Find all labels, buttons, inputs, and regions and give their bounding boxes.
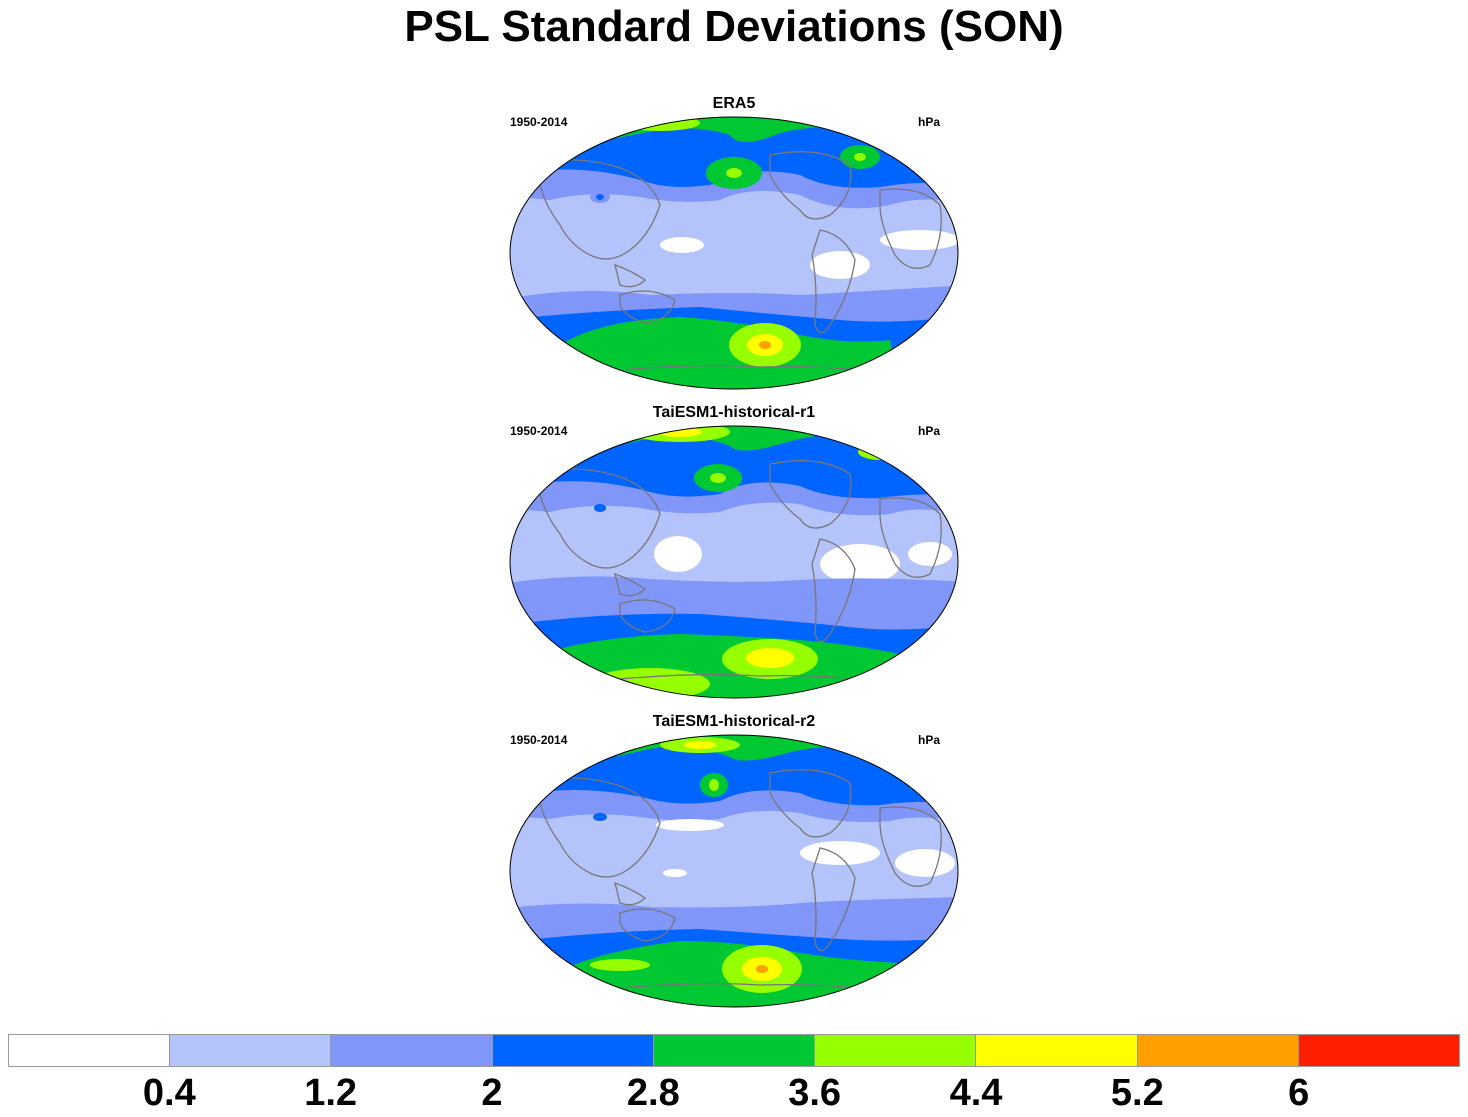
colorbar-box <box>653 1035 816 1066</box>
map-panel-r2: TaiESM1-historical-r2 1950-2014 hPa <box>500 713 968 1013</box>
colorbar-tick-label: 1.2 <box>304 1072 358 1114</box>
panel-period: 1950-2014 <box>510 733 568 747</box>
map-panel-era5: ERA5 1950-2014 hPa <box>500 95 968 395</box>
figure-title: PSL Standard Deviations (SON) <box>404 2 1064 51</box>
colorbar-box <box>976 1035 1138 1066</box>
colorbar-box <box>331 1035 493 1066</box>
colorbar-box <box>1137 1035 1299 1066</box>
colorbar-box <box>9 1035 171 1066</box>
colorbar-box <box>815 1035 977 1066</box>
panel-title: ERA5 <box>712 95 756 112</box>
colorbar-tick-label: 3.6 <box>788 1072 842 1114</box>
colorbar-tick-label: 6 <box>1288 1072 1310 1114</box>
panel-period: 1950-2014 <box>510 424 568 438</box>
colorbar-tick-label: 2.8 <box>626 1072 680 1114</box>
colorbar-box <box>1298 1035 1459 1066</box>
panel-period: 1950-2014 <box>510 115 568 129</box>
panel-title: TaiESM1-historical-r2 <box>652 713 816 730</box>
panel-title: TaiESM1-historical-r1 <box>652 404 816 421</box>
colorbar <box>8 1034 1460 1067</box>
colorbar-tick-label: 2 <box>481 1072 503 1114</box>
colorbar-tick-label: 4.4 <box>949 1072 1003 1114</box>
panel-units: hPa <box>917 733 940 747</box>
globe-map <box>509 734 959 1008</box>
colorbar-tick-label: 0.4 <box>142 1072 196 1114</box>
colorbar-box <box>170 1035 332 1066</box>
globe-map <box>509 425 959 699</box>
colorbar-box <box>492 1035 654 1066</box>
panel-units: hPa <box>917 424 940 438</box>
colorbar-tick-label: 5.2 <box>1110 1072 1164 1114</box>
panel-units: hPa <box>917 115 940 129</box>
globe-map <box>509 116 959 390</box>
map-panel-r1: TaiESM1-historical-r1 1950-2014 hPa <box>500 404 968 704</box>
